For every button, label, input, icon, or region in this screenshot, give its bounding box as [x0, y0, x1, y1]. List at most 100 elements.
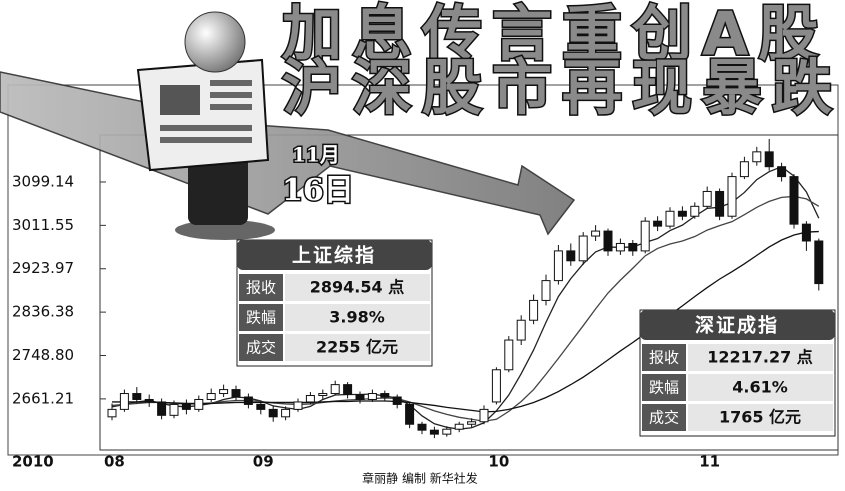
candle-body [727, 176, 737, 217]
title-line: 加息传言重创A股 [282, 0, 828, 70]
candle-body [343, 384, 353, 396]
moving-average [112, 230, 819, 413]
year-label: 2010 [12, 453, 54, 471]
candle-body [442, 428, 452, 435]
candle-body [144, 398, 154, 403]
moving-average [111, 165, 820, 430]
candle-body [665, 210, 675, 227]
row-label: 成交 [246, 339, 276, 357]
x-tick-label: 11 [699, 453, 720, 471]
candle-body [715, 190, 725, 217]
candle-body [752, 151, 762, 163]
title-line: 沪深股市再现暴跌 [282, 54, 842, 124]
candle-body [132, 393, 142, 400]
candle-body [367, 393, 377, 400]
candle-body [355, 394, 365, 400]
candle-body [603, 230, 613, 252]
row-label: 跌幅 [649, 379, 679, 397]
candle-body [504, 339, 514, 371]
row-value: 3.98% [329, 308, 385, 327]
candle-body [268, 408, 278, 418]
candle-body [405, 403, 415, 425]
candle-body [653, 220, 663, 227]
candle-body [330, 384, 340, 395]
candle-body [119, 393, 129, 410]
row-value-cell [688, 374, 833, 401]
candle-body [801, 223, 811, 242]
y-tick-label: 2748.80 [12, 346, 74, 364]
row-value-cell [285, 304, 430, 331]
plot [107, 138, 824, 439]
candle-body [194, 398, 204, 410]
row-label-cell [239, 274, 283, 301]
x-tick-label: 09 [253, 453, 274, 471]
panel-header [640, 310, 835, 340]
row-label: 报收 [649, 349, 679, 367]
candle-body [615, 242, 625, 252]
row-label-cell [642, 404, 686, 431]
row-label-cell [642, 374, 686, 401]
y-tick-label: 2661.21 [12, 389, 74, 407]
row-value-cell [285, 334, 430, 361]
row-value-cell [285, 274, 430, 301]
row-value-cell [688, 344, 833, 371]
candle-body [318, 393, 328, 397]
candle-body [293, 401, 303, 410]
row-value: 12217.27 点 [707, 348, 813, 367]
row-value-cell [688, 404, 833, 431]
candle-body [417, 423, 427, 431]
candle-body [529, 299, 539, 321]
moving-average [111, 195, 820, 422]
row-value: 2255 亿元 [316, 338, 398, 357]
row-value: 1765 亿元 [719, 408, 801, 427]
panel-title: 深证成指 [695, 314, 779, 337]
candle-body [157, 401, 167, 416]
row-label-cell [642, 344, 686, 371]
x-tick-label: 08 [104, 453, 125, 471]
candle-body [814, 240, 824, 285]
candle-body [591, 230, 601, 237]
candle-body [702, 190, 712, 207]
candle-body [677, 210, 687, 217]
row-label-cell [239, 334, 283, 361]
y-tick-label: 3011.55 [12, 216, 74, 234]
row-label: 跌幅 [246, 309, 276, 327]
candle-body [429, 429, 439, 435]
reader-illustration [136, 11, 275, 240]
date-day: 16日 [282, 173, 354, 208]
candle-body [305, 395, 315, 403]
row-label: 成交 [649, 409, 679, 427]
y-tick-label: 2836.38 [12, 303, 74, 321]
candle-body [789, 176, 799, 225]
row-value: 4.61% [732, 378, 788, 397]
row-value: 2894.54 点 [310, 278, 404, 297]
candle-body [256, 403, 266, 410]
candle-body [392, 396, 402, 405]
newspaper [136, 58, 270, 172]
candle-body [169, 403, 179, 416]
candle-body [380, 393, 390, 398]
candle-body [206, 393, 216, 400]
candle-body [467, 421, 477, 425]
candle-body [479, 408, 489, 423]
candle-body [281, 408, 291, 418]
row-label-cell [239, 304, 283, 331]
candle-body [231, 389, 241, 398]
newspaper-photo [160, 85, 200, 115]
candle-body [454, 423, 464, 430]
newspaper-line [210, 92, 252, 98]
candle-body [739, 161, 749, 178]
candle-body [640, 220, 650, 252]
candle-body [219, 389, 229, 395]
y-tick-label: 3099.14 [12, 172, 74, 190]
candle-body [628, 242, 638, 252]
body [188, 150, 248, 225]
y-tick-label: 2923.97 [12, 259, 74, 277]
candle-body [690, 205, 700, 217]
panel-header [237, 240, 432, 270]
candle-body [764, 151, 774, 168]
candle-body [107, 408, 117, 418]
credit: 章丽静 编制 新华社发 [362, 471, 478, 486]
candle-body [516, 319, 526, 341]
